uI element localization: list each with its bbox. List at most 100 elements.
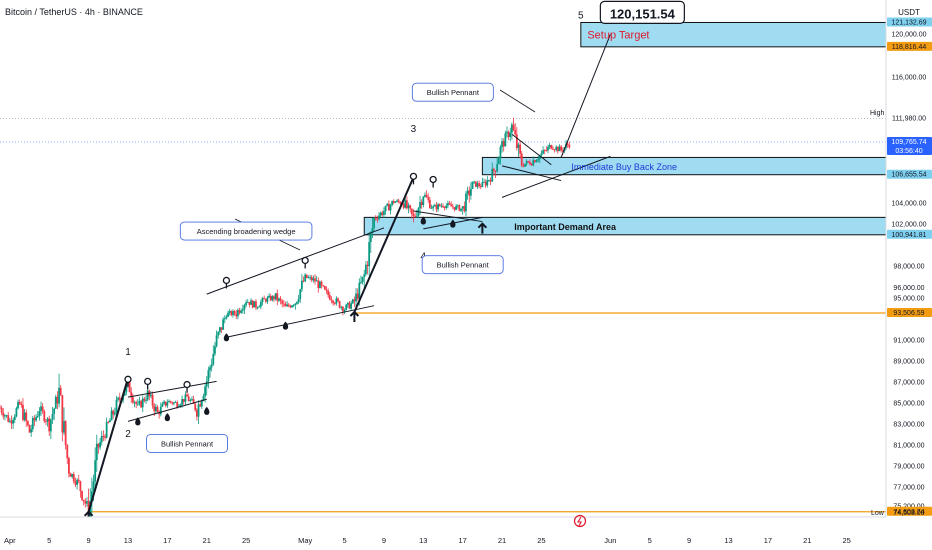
candle	[435, 202, 438, 213]
candle	[501, 138, 503, 153]
pin-marker-icon	[429, 175, 437, 188]
candle	[84, 498, 87, 508]
candle-body	[261, 298, 264, 303]
candle	[443, 206, 446, 211]
candle	[474, 181, 477, 188]
candle	[291, 304, 293, 308]
price-tag-label: 109,765.74	[891, 139, 926, 146]
candle	[328, 292, 331, 301]
candle-body	[314, 278, 316, 282]
candle	[335, 296, 338, 306]
candle-body	[22, 405, 24, 420]
candle	[232, 309, 234, 318]
candle	[427, 193, 430, 203]
candle-body	[297, 298, 300, 302]
candle-body	[407, 205, 410, 209]
candle	[31, 415, 34, 433]
candle	[46, 417, 49, 427]
candle-body	[378, 215, 380, 220]
candle	[466, 186, 469, 200]
candle	[450, 201, 453, 207]
candle	[376, 215, 379, 223]
candle	[220, 327, 223, 333]
candle	[49, 418, 52, 440]
candle	[361, 276, 364, 285]
candle	[0, 404, 1, 409]
candle	[282, 300, 285, 308]
candle-body	[20, 403, 23, 406]
candle	[168, 399, 170, 403]
candle-body	[469, 188, 472, 196]
candle	[453, 207, 456, 212]
candle	[13, 414, 16, 424]
candle-body	[17, 401, 19, 409]
candle-body	[328, 295, 331, 300]
candle	[135, 400, 138, 409]
candle	[197, 400, 200, 425]
candle-body	[561, 150, 564, 152]
candle	[399, 201, 402, 205]
wave-leg-3	[353, 177, 415, 313]
candle-body	[279, 298, 282, 301]
candle-body	[568, 144, 571, 148]
candle-body	[496, 164, 499, 172]
candle-body	[351, 299, 354, 304]
price-axis-panel[interactable]	[886, 0, 932, 550]
pin-marker-icon-head	[183, 380, 191, 389]
candle-body	[168, 401, 170, 403]
candle	[191, 396, 193, 401]
candle-body	[368, 242, 371, 267]
candle-body	[524, 163, 526, 167]
time-axis-panel[interactable]	[0, 517, 886, 550]
candle-body	[246, 302, 249, 303]
candle-body	[386, 203, 389, 206]
candle	[517, 142, 520, 157]
candle-body	[514, 130, 517, 135]
candle-body	[402, 203, 405, 208]
candle-body	[455, 205, 458, 210]
candle	[507, 130, 510, 140]
candle	[289, 304, 292, 309]
candle-body	[82, 499, 85, 502]
candle-body	[191, 399, 193, 401]
candle	[276, 289, 279, 306]
candle-body	[529, 162, 531, 165]
wave-label: 5	[578, 11, 584, 22]
candle	[169, 400, 172, 404]
candle-body	[232, 311, 234, 316]
candle-body	[519, 144, 522, 154]
candle	[363, 269, 366, 288]
pin-marker-icon	[409, 172, 418, 185]
drop-marker-icon	[420, 216, 426, 225]
candle-body	[481, 182, 484, 187]
candle	[41, 402, 44, 414]
pin-marker-icon	[144, 377, 152, 390]
candle-body	[322, 285, 325, 287]
candle-body	[268, 295, 270, 298]
candle	[371, 217, 374, 239]
candle-body	[463, 206, 466, 212]
buy-back-zone	[481, 156, 887, 176]
price-tag: 93,506.59	[887, 307, 932, 317]
bolt-icon[interactable]	[573, 514, 587, 528]
price-tick-label: 95,000.00	[893, 295, 924, 302]
candle	[343, 308, 346, 315]
high-label: High	[870, 110, 885, 117]
candle	[547, 144, 549, 154]
candle	[297, 294, 300, 305]
candle-body	[72, 474, 75, 482]
candle	[481, 177, 484, 188]
candle-body	[243, 304, 246, 310]
candle	[105, 417, 108, 439]
candle	[251, 299, 254, 309]
candle	[552, 145, 554, 151]
demand-area-label: Important Demand Area	[514, 222, 617, 232]
candle-body	[110, 410, 113, 421]
candle-body	[151, 394, 154, 406]
candle-body	[163, 401, 165, 404]
candle-body	[489, 180, 492, 182]
candle-body	[356, 293, 359, 299]
candle-body	[342, 306, 344, 312]
candle-body	[432, 206, 435, 209]
